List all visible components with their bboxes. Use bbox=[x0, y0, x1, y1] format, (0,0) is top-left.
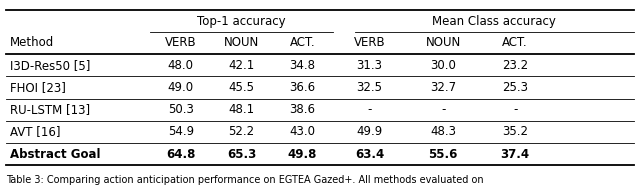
Text: 42.1: 42.1 bbox=[228, 59, 255, 72]
Text: 43.0: 43.0 bbox=[289, 125, 316, 138]
Text: ACT.: ACT. bbox=[289, 36, 316, 49]
Text: VERB: VERB bbox=[354, 36, 385, 49]
Text: 36.6: 36.6 bbox=[289, 81, 316, 94]
Text: 55.6: 55.6 bbox=[429, 148, 458, 161]
Text: 54.9: 54.9 bbox=[168, 125, 194, 138]
Text: 52.2: 52.2 bbox=[228, 125, 255, 138]
Text: -: - bbox=[441, 103, 445, 116]
Text: NOUN: NOUN bbox=[426, 36, 461, 49]
Text: 49.8: 49.8 bbox=[288, 148, 317, 161]
Text: Top-1 accuracy: Top-1 accuracy bbox=[197, 15, 286, 28]
Text: Method: Method bbox=[10, 36, 54, 49]
Text: 30.0: 30.0 bbox=[430, 59, 456, 72]
Text: 23.2: 23.2 bbox=[502, 59, 528, 72]
Text: -: - bbox=[513, 103, 517, 116]
Text: 48.1: 48.1 bbox=[228, 103, 255, 116]
Text: Abstract Goal: Abstract Goal bbox=[10, 148, 100, 161]
Text: -: - bbox=[367, 103, 372, 116]
Text: 45.5: 45.5 bbox=[228, 81, 255, 94]
Text: 37.4: 37.4 bbox=[500, 148, 530, 161]
Text: 25.3: 25.3 bbox=[502, 81, 528, 94]
Text: ACT.: ACT. bbox=[502, 36, 528, 49]
Text: 34.8: 34.8 bbox=[289, 59, 316, 72]
Text: 65.3: 65.3 bbox=[227, 148, 256, 161]
Text: VERB: VERB bbox=[165, 36, 196, 49]
Text: FHOI [23]: FHOI [23] bbox=[10, 81, 65, 94]
Text: Mean Class accuracy: Mean Class accuracy bbox=[433, 15, 556, 28]
Text: 49.0: 49.0 bbox=[168, 81, 194, 94]
Text: 63.4: 63.4 bbox=[355, 148, 384, 161]
Text: 32.7: 32.7 bbox=[430, 81, 456, 94]
Text: I3D-Res50 [5]: I3D-Res50 [5] bbox=[10, 59, 90, 72]
Text: 48.3: 48.3 bbox=[430, 125, 456, 138]
Text: 38.6: 38.6 bbox=[289, 103, 316, 116]
Text: RU-LSTM [13]: RU-LSTM [13] bbox=[10, 103, 90, 116]
Text: AVT [16]: AVT [16] bbox=[10, 125, 60, 138]
Text: 31.3: 31.3 bbox=[356, 59, 383, 72]
Text: 64.8: 64.8 bbox=[166, 148, 195, 161]
Text: 32.5: 32.5 bbox=[356, 81, 383, 94]
Text: 48.0: 48.0 bbox=[168, 59, 194, 72]
Text: 49.9: 49.9 bbox=[356, 125, 383, 138]
Text: 35.2: 35.2 bbox=[502, 125, 528, 138]
Text: Table 3: Comparing action anticipation performance on EGTEA Gazed+. All methods : Table 3: Comparing action anticipation p… bbox=[6, 175, 484, 184]
Text: 50.3: 50.3 bbox=[168, 103, 194, 116]
Text: NOUN: NOUN bbox=[224, 36, 259, 49]
